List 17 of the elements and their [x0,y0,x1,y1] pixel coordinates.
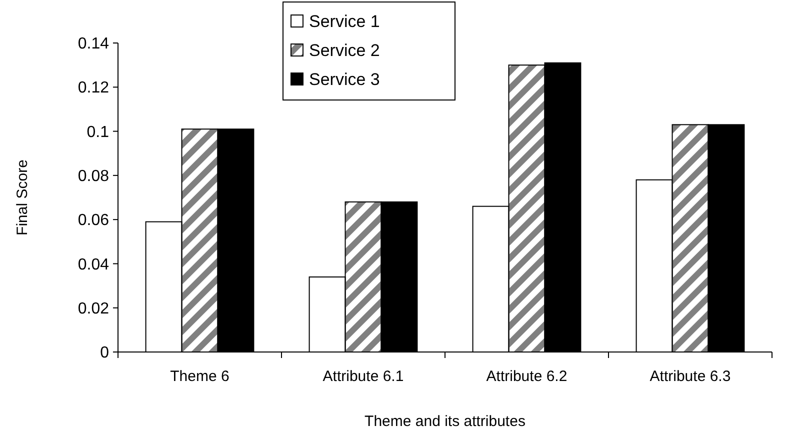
legend-label: Service 3 [309,70,380,89]
legend-label: Service 1 [309,12,380,31]
y-tick-label: 0.06 [78,212,110,230]
x-tick-label: Attribute 6.3 [650,368,731,385]
y-tick-label: 0.14 [78,36,110,53]
legend-label: Service 2 [309,40,380,60]
y-axis-title: Final Score [14,160,31,236]
y-tick-label: 0.02 [78,300,110,318]
x-axis-title: Theme and its attributes [364,413,526,430]
x-tick-label: Theme 6 [170,368,230,385]
y-tick-label: 0.1 [86,124,110,141]
x-tick-label: Attribute 6.1 [322,368,404,385]
y-tick-label: 0.12 [78,80,110,97]
y-tick-label: 0.04 [78,256,110,274]
x-tick-label: Attribute 6.2 [486,368,568,385]
y-tick-label: 0.08 [78,168,110,186]
y-tick-label: 0 [100,344,110,362]
